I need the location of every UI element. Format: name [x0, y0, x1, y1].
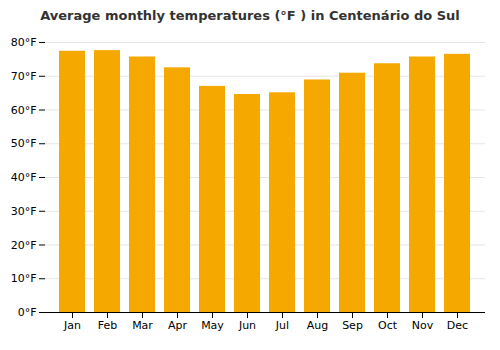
svg-text:Jul: Jul — [275, 319, 289, 332]
svg-text:70°F: 70°F — [11, 70, 37, 83]
svg-text:Aug: Aug — [307, 319, 328, 332]
svg-text:May: May — [201, 319, 224, 332]
svg-text:Apr: Apr — [168, 319, 188, 332]
svg-text:60°F: 60°F — [11, 104, 37, 117]
svg-text:Jun: Jun — [238, 319, 256, 332]
svg-text:Jan: Jan — [63, 319, 81, 332]
svg-text:Oct: Oct — [378, 319, 398, 332]
svg-text:Sep: Sep — [342, 319, 363, 332]
svg-text:50°F: 50°F — [11, 137, 37, 150]
svg-text:20°F: 20°F — [11, 239, 37, 252]
svg-text:Nov: Nov — [412, 319, 434, 332]
svg-text:Dec: Dec — [447, 319, 468, 332]
svg-text:Mar: Mar — [132, 319, 153, 332]
svg-text:0°F: 0°F — [18, 306, 37, 319]
svg-text:Feb: Feb — [98, 319, 117, 332]
svg-text:40°F: 40°F — [11, 171, 37, 184]
svg-text:80°F: 80°F — [11, 36, 37, 49]
html-text:Average monthly temperatures (: Average monthly temperatures (°F ) in Ce… — [40, 8, 460, 23]
svg-text:30°F: 30°F — [11, 205, 37, 218]
svg-text:10°F: 10°F — [11, 272, 37, 285]
